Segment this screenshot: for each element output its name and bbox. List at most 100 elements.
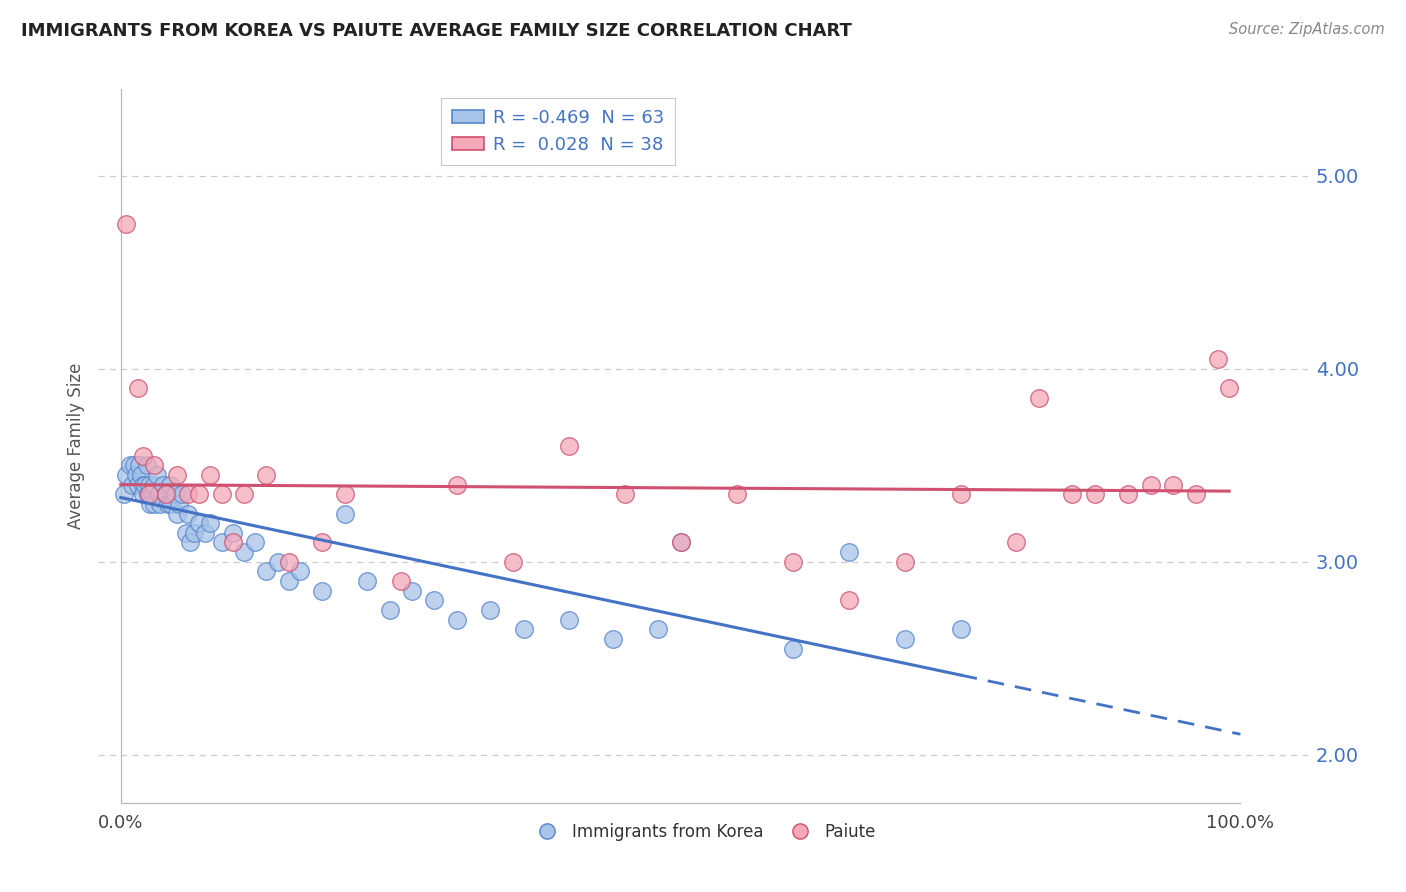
Point bbox=[156, 497, 179, 511]
Point bbox=[135, 458, 157, 473]
Point bbox=[155, 487, 177, 501]
Point bbox=[233, 545, 256, 559]
Point bbox=[1206, 352, 1229, 367]
Point bbox=[132, 487, 155, 501]
Point bbox=[233, 487, 256, 501]
Point bbox=[138, 477, 160, 491]
Point bbox=[118, 458, 141, 473]
Point bbox=[163, 487, 186, 501]
Point bbox=[401, 583, 423, 598]
Point bbox=[1218, 381, 1240, 395]
Point bbox=[222, 535, 245, 549]
Point bbox=[949, 622, 972, 636]
Point bbox=[139, 497, 162, 511]
Point bbox=[177, 507, 200, 521]
Point bbox=[127, 381, 149, 395]
Point bbox=[112, 487, 135, 501]
Point bbox=[389, 574, 412, 588]
Point bbox=[1184, 487, 1206, 501]
Point bbox=[166, 467, 188, 482]
Point bbox=[1028, 391, 1050, 405]
Point bbox=[179, 535, 201, 549]
Point bbox=[1005, 535, 1028, 549]
Point bbox=[669, 535, 692, 549]
Point bbox=[277, 555, 299, 569]
Point bbox=[647, 622, 669, 636]
Legend: Immigrants from Korea, Paiute: Immigrants from Korea, Paiute bbox=[523, 817, 883, 848]
Point bbox=[125, 467, 148, 482]
Point bbox=[446, 613, 468, 627]
Point bbox=[183, 525, 205, 540]
Point bbox=[177, 487, 200, 501]
Point bbox=[132, 449, 155, 463]
Point bbox=[1140, 477, 1163, 491]
Point bbox=[122, 458, 145, 473]
Point bbox=[149, 497, 172, 511]
Point bbox=[129, 467, 152, 482]
Point bbox=[243, 535, 266, 549]
Point bbox=[160, 497, 183, 511]
Point bbox=[311, 583, 333, 598]
Point bbox=[949, 487, 972, 501]
Point bbox=[1062, 487, 1084, 501]
Point bbox=[782, 555, 804, 569]
Point bbox=[1084, 487, 1107, 501]
Point bbox=[128, 458, 150, 473]
Point bbox=[134, 477, 156, 491]
Point bbox=[172, 487, 194, 501]
Point bbox=[1161, 477, 1184, 491]
Point bbox=[254, 565, 277, 579]
Point bbox=[288, 565, 311, 579]
Point bbox=[194, 525, 217, 540]
Text: IMMIGRANTS FROM KOREA VS PAIUTE AVERAGE FAMILY SIZE CORRELATION CHART: IMMIGRANTS FROM KOREA VS PAIUTE AVERAGE … bbox=[21, 22, 852, 40]
Point bbox=[893, 632, 915, 646]
Point bbox=[136, 487, 159, 501]
Point bbox=[613, 487, 636, 501]
Point bbox=[277, 574, 299, 588]
Point bbox=[200, 516, 222, 530]
Point bbox=[127, 477, 149, 491]
Y-axis label: Average Family Size: Average Family Size bbox=[66, 363, 84, 529]
Point bbox=[141, 487, 163, 501]
Point bbox=[838, 593, 860, 607]
Point bbox=[557, 613, 579, 627]
Point bbox=[479, 603, 502, 617]
Point bbox=[166, 507, 188, 521]
Point bbox=[782, 641, 804, 656]
Point bbox=[557, 439, 579, 453]
Point bbox=[143, 497, 166, 511]
Point bbox=[200, 467, 222, 482]
Point bbox=[211, 535, 233, 549]
Point bbox=[115, 217, 138, 231]
Point bbox=[145, 467, 167, 482]
Point bbox=[333, 487, 356, 501]
Point bbox=[311, 535, 333, 549]
Point bbox=[143, 458, 166, 473]
Point bbox=[159, 477, 181, 491]
Point bbox=[356, 574, 378, 588]
Point bbox=[121, 477, 143, 491]
Point bbox=[115, 467, 138, 482]
Point bbox=[266, 555, 288, 569]
Point bbox=[513, 622, 536, 636]
Point bbox=[446, 477, 468, 491]
Point bbox=[222, 525, 245, 540]
Point bbox=[1118, 487, 1140, 501]
Point bbox=[333, 507, 356, 521]
Point bbox=[188, 516, 211, 530]
Point bbox=[188, 487, 211, 501]
Point bbox=[838, 545, 860, 559]
Point bbox=[152, 477, 174, 491]
Point bbox=[378, 603, 401, 617]
Point bbox=[602, 632, 624, 646]
Point bbox=[254, 467, 277, 482]
Point bbox=[893, 555, 915, 569]
Point bbox=[211, 487, 233, 501]
Point bbox=[132, 477, 155, 491]
Point bbox=[174, 525, 197, 540]
Point bbox=[423, 593, 446, 607]
Point bbox=[148, 487, 170, 501]
Point bbox=[138, 487, 160, 501]
Point bbox=[143, 477, 166, 491]
Point bbox=[167, 497, 190, 511]
